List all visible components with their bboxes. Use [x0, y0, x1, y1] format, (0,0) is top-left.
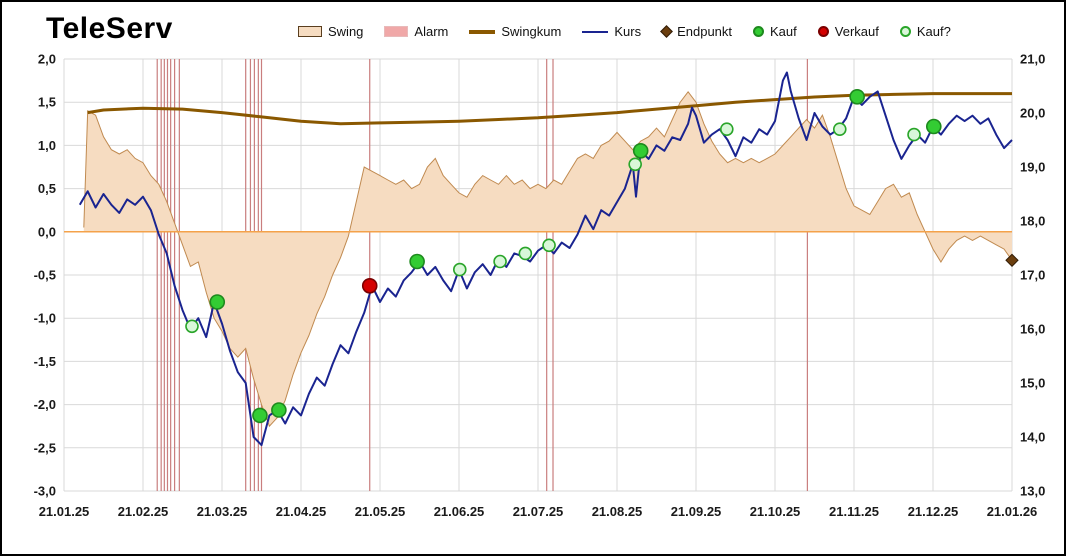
- x-tick-label: 21.08.25: [592, 504, 643, 519]
- kauf-marker: [209, 294, 226, 310]
- legend-label-swing: Swing: [328, 24, 364, 39]
- y-left-tick-label: 1,0: [38, 138, 56, 153]
- x-tick-label: 21.07.25: [513, 504, 564, 519]
- verkauf-marker: [361, 277, 378, 294]
- kauf-marker: [632, 143, 649, 159]
- legend-item-kauf: Kauf: [753, 24, 797, 39]
- y-right-tick-label: 14,0: [1020, 430, 1045, 445]
- kauf-question-marker: [493, 254, 507, 269]
- y-right-tick-label: 16,0: [1020, 322, 1045, 337]
- x-tick-label: 21.04.25: [276, 504, 327, 519]
- kauf-question-marker: [185, 319, 199, 334]
- swing-outline: [83, 90, 1013, 428]
- verkauf-dot-icon: [817, 26, 829, 37]
- alarm-swatch-icon: [384, 26, 409, 37]
- y-right-tick-label: 21,0: [1020, 52, 1045, 67]
- legend-label-kauf: Kauf: [770, 24, 797, 39]
- x-tick-label: 21.09.25: [671, 504, 722, 519]
- legend-item-endpunkt: Endpunkt: [660, 24, 733, 39]
- y-right-tick-label: 13,0: [1020, 484, 1045, 499]
- endpunkt-marker: [1005, 253, 1019, 268]
- kauf-marker: [849, 89, 865, 105]
- legend-item-alarm: Alarm: [384, 24, 448, 39]
- y-left-tick-label: -1,0: [34, 311, 56, 326]
- y-left-tick-label: 0,5: [38, 181, 56, 196]
- y-right-tick-label: 19,0: [1020, 160, 1045, 175]
- y-left-tick-label: 0,0: [38, 224, 56, 239]
- legend-label-swingkum: Swingkum: [501, 24, 562, 39]
- y-right-tick-label: 20,0: [1020, 106, 1045, 121]
- legend-label-endpunkt: Endpunkt: [677, 24, 733, 39]
- y-left-tick-label: -2,0: [34, 397, 56, 412]
- legend-item-verkauf: Verkauf: [817, 24, 879, 39]
- x-tick-label: 21.05.25: [355, 504, 406, 519]
- legend-item-swing: Swing: [298, 24, 363, 39]
- kurs-line-icon: [582, 30, 609, 33]
- y-left-tick-label: -0,5: [34, 268, 56, 283]
- swing-swatch-icon: [298, 26, 322, 37]
- legend-item-swingkum: Swingkum: [469, 24, 561, 39]
- kauf-question-marker: [720, 122, 734, 136]
- swing-area: [83, 91, 1013, 427]
- x-tick-label: 21.01.26: [987, 504, 1038, 519]
- x-tick-label: 21.01.25: [39, 504, 90, 519]
- x-tick-label: 21.10.25: [750, 504, 801, 519]
- kauf-question-marker: [907, 127, 921, 142]
- kauf-marker: [925, 118, 942, 135]
- y-right-tick-label: 17,0: [1020, 268, 1045, 283]
- swingkum-line: [87, 92, 1012, 126]
- x-tick-label: 21.11.25: [829, 504, 879, 519]
- y-left-tick-label: 1,5: [38, 95, 56, 110]
- x-tick-label: 21.03.25: [197, 504, 248, 519]
- legend-label-alarm: Alarm: [414, 24, 449, 39]
- kauf-marker: [409, 253, 425, 270]
- y-left-tick-label: -2,5: [34, 440, 56, 455]
- kauf-question-dot-icon: [899, 26, 911, 37]
- y-left-tick-label: -1,5: [34, 354, 56, 369]
- kauf-dot-icon: [753, 26, 765, 37]
- y-left-tick-label: 2,0: [38, 52, 56, 67]
- x-tick-label: 21.06.25: [434, 504, 485, 519]
- legend: Swing Alarm Swingkum Kurs Endpunkt Kauf …: [298, 24, 951, 39]
- legend-item-kauf-question: Kauf?: [899, 24, 951, 39]
- kauf-question-marker: [832, 122, 847, 136]
- x-tick-label: 21.12.25: [908, 504, 959, 519]
- legend-label-kauf-question: Kauf?: [916, 24, 951, 39]
- swingkum-line-icon: [469, 29, 496, 34]
- legend-item-kurs: Kurs: [582, 24, 641, 39]
- kauf-marker: [252, 407, 268, 424]
- y-left-tick-label: -3,0: [34, 484, 56, 499]
- kauf-marker: [271, 402, 287, 418]
- kauf-question-marker: [452, 262, 467, 277]
- x-tick-label: 21.02.25: [118, 504, 169, 519]
- y-right-tick-label: 15,0: [1020, 376, 1045, 391]
- legend-label-kurs: Kurs: [614, 24, 642, 39]
- kauf-question-marker: [628, 157, 642, 172]
- chart-title: TeleServ: [46, 12, 173, 45]
- kauf-question-marker: [542, 238, 556, 253]
- kauf-question-marker: [518, 246, 533, 261]
- legend-label-verkauf: Verkauf: [834, 24, 879, 39]
- y-right-tick-label: 18,0: [1020, 214, 1045, 229]
